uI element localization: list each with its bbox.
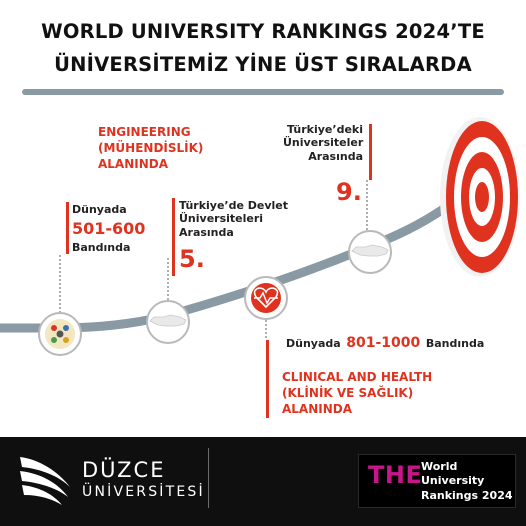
- turkey-state-line1: Türkiye’de Devlet: [179, 199, 289, 212]
- world-clinical-value: 801-1000: [346, 335, 421, 351]
- clinical-line2: (KLİNİK VE SAĞLIK): [282, 386, 414, 401]
- world-engineering-suffix: Bandında: [72, 240, 131, 254]
- turkey-all-block: Türkiye’deki Üniversiteler Arasında: [283, 123, 363, 163]
- duzce-logo-icon: [20, 457, 70, 505]
- engineering-line2: (MÜHENDİSLİK): [98, 141, 204, 156]
- world-engineering-value: 501-600: [72, 219, 146, 239]
- turkey-state-rank: 5.: [179, 245, 205, 274]
- the-caption-line2: University: [421, 474, 485, 488]
- turkey-all-line1: Türkiye’deki: [286, 123, 363, 136]
- the-logo: THE: [368, 461, 423, 489]
- turkey-map-icon-1: [146, 300, 190, 344]
- accent-bar-clinical: [266, 340, 269, 418]
- world-clinical-suffix: Bandında: [425, 337, 485, 350]
- world-engineering-block: Dünyada 501-600 Bandında: [72, 203, 145, 254]
- headline-line2: ÜNİVERSİTEMİZ YİNE ÜST SIRALARDA: [54, 53, 472, 76]
- engineering-field-label: ENGINEERING (MÜHENDİSLİK) ALANINDA: [98, 124, 203, 173]
- turkey-state-line2: Üniversiteleri: [179, 212, 264, 226]
- accent-bar-turkey-state: [172, 198, 175, 276]
- world-clinical-prefix: Dünyada: [286, 337, 341, 350]
- turkey-all-rank: 9.: [336, 178, 362, 206]
- clinical-line1: CLINICAL AND HEALTH: [282, 370, 433, 384]
- headline-line1: WORLD UNIVERSITY RANKINGS 2024’TE: [41, 20, 485, 43]
- the-logo-box: [358, 454, 516, 508]
- turkey-map-icon-2: [348, 230, 392, 274]
- engineering-line3: ALANINDA: [98, 157, 169, 172]
- world-clinical-line: Dünyada 801-1000 Bandında: [286, 332, 484, 352]
- accent-bar-turkey-all: [369, 124, 372, 180]
- engineering-line1: ENGINEERING: [98, 125, 191, 139]
- turkey-all-line3: Arasında: [308, 149, 363, 163]
- university-name: DÜZCE: [82, 458, 166, 482]
- clinical-line3: ALANINDA: [282, 402, 353, 417]
- target-icon: [440, 117, 520, 277]
- the-caption-line1: World: [421, 460, 458, 473]
- engineering-icon: [38, 312, 82, 356]
- accent-bar-world-engineering: [66, 202, 69, 254]
- turkey-state-line3: Arasında: [179, 225, 234, 239]
- university-sub: ÜNİVERSİTESİ: [82, 484, 205, 500]
- turkey-all-line2: Üniversiteler: [283, 136, 364, 150]
- the-caption-line3: Rankings 2024: [421, 488, 513, 502]
- the-caption: World University Rankings 2024: [421, 460, 513, 503]
- world-engineering-prefix: Dünyada: [72, 203, 127, 216]
- heart-pulse-icon: [244, 276, 288, 320]
- headline-underline: [22, 89, 504, 95]
- clinical-field-label: CLINICAL AND HEALTH (KLİNİK VE SAĞLIK) A…: [282, 369, 432, 418]
- footer-divider: [208, 448, 209, 508]
- turkey-state-block: Türkiye’de Devlet Üniversiteleri Arasınd…: [179, 199, 288, 274]
